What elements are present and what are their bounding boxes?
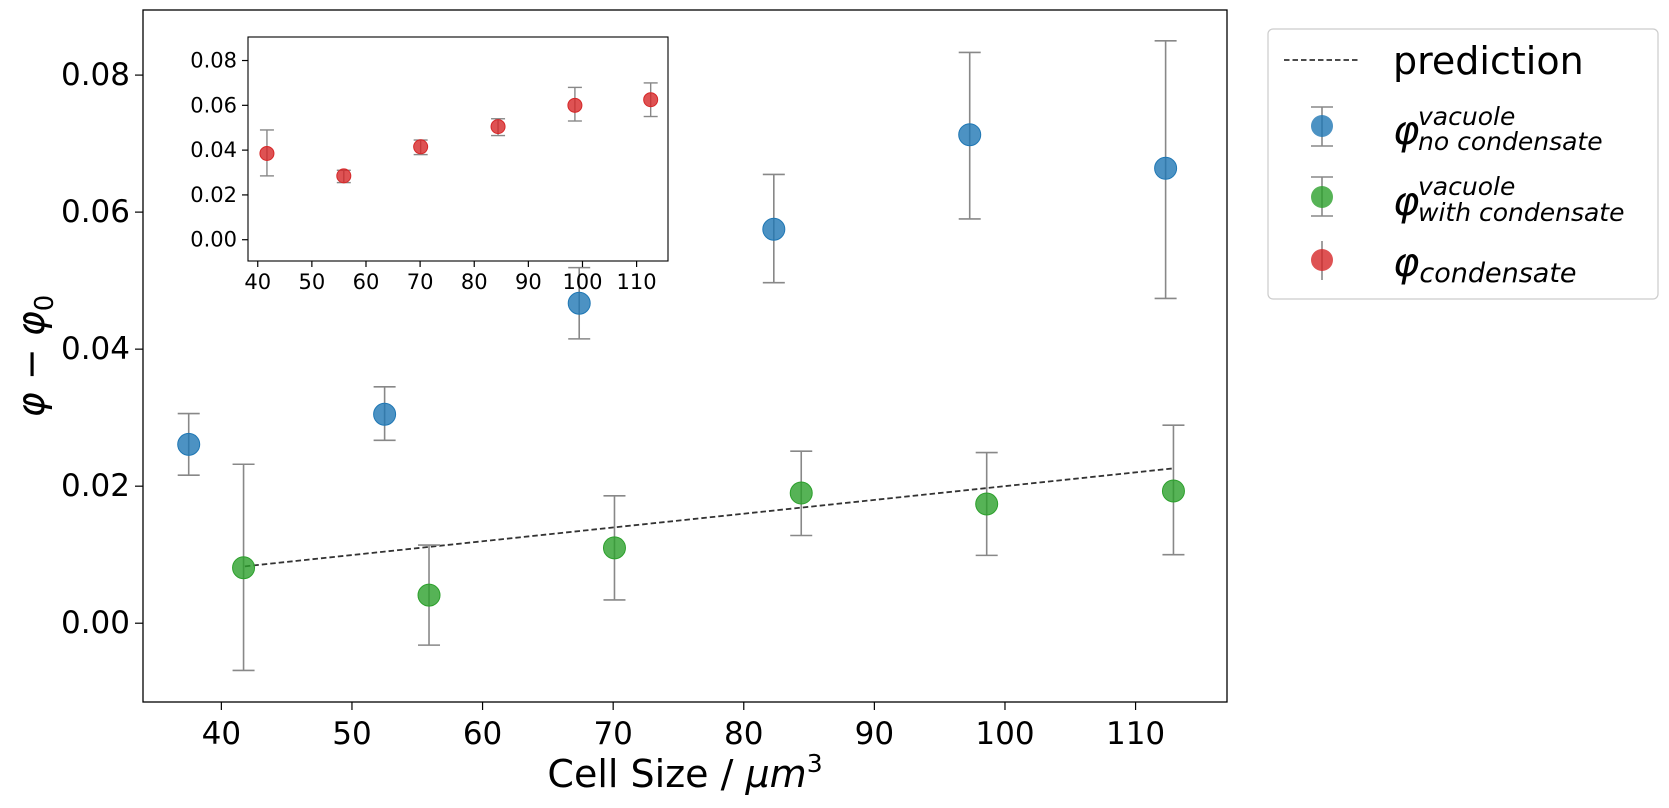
data-point bbox=[1161, 479, 1185, 503]
x-tick-label: 60 bbox=[353, 270, 380, 294]
x-tick-label: 90 bbox=[515, 270, 542, 294]
x-tick-label: 100 bbox=[975, 716, 1034, 752]
x-axis-label: Cell Size / μm3 bbox=[547, 749, 822, 796]
y-tick-label: 0.02 bbox=[61, 468, 130, 504]
x-tick-label: 110 bbox=[617, 270, 657, 294]
data-point bbox=[762, 217, 786, 241]
main-axis-ticks: 40 50 60 70 80 90 100 110 0.00 0.02 0.04 0.06 0.08 bbox=[61, 57, 1165, 752]
x-tick-label: 50 bbox=[332, 716, 371, 752]
legend-label-sup: vacuole bbox=[1418, 172, 1515, 201]
legend-item-no-condensate: φ vacuole no condensate bbox=[1311, 102, 1603, 156]
y-tick-label: 0.06 bbox=[61, 194, 130, 230]
y-tick-label: 0.00 bbox=[190, 228, 237, 252]
legend-label-condensate: φcondensate bbox=[1393, 240, 1577, 289]
data-point bbox=[373, 402, 397, 426]
x-tick-label: 70 bbox=[407, 270, 434, 294]
data-point bbox=[259, 145, 275, 161]
y-tick-label: 0.02 bbox=[190, 183, 237, 207]
data-point bbox=[643, 92, 659, 108]
y-tick-label: 0.08 bbox=[190, 49, 237, 73]
x-tick-label: 80 bbox=[724, 716, 763, 752]
data-point bbox=[177, 432, 201, 456]
legend-item-with-condensate: φ vacuole with condensate bbox=[1311, 172, 1625, 227]
legend-item-condensate: φcondensate bbox=[1311, 240, 1577, 289]
x-tick-label: 80 bbox=[461, 270, 488, 294]
legend-marker-blue bbox=[1311, 115, 1333, 137]
data-point bbox=[789, 481, 813, 505]
main-data-points bbox=[177, 40, 1185, 672]
y-tick-label: 0.00 bbox=[61, 605, 130, 641]
main-plot-frame bbox=[142, 9, 1228, 703]
data-point bbox=[417, 583, 441, 607]
prediction-line bbox=[244, 467, 1174, 568]
data-point bbox=[602, 536, 626, 560]
x-tick-label: 90 bbox=[855, 716, 894, 752]
y-tick-label: 0.06 bbox=[190, 93, 237, 117]
legend-label-sub: with condensate bbox=[1418, 198, 1625, 227]
inset-background bbox=[248, 37, 668, 261]
legend-marker-green bbox=[1311, 186, 1333, 208]
y-tick-label: 0.08 bbox=[61, 57, 130, 93]
y-axis-label: φ − φ0 bbox=[9, 295, 60, 418]
data-point bbox=[490, 119, 506, 135]
x-tick-label: 100 bbox=[562, 270, 602, 294]
legend-label-sub: no condensate bbox=[1418, 127, 1603, 156]
data-point bbox=[336, 168, 352, 184]
data-point bbox=[567, 291, 591, 315]
data-point bbox=[232, 556, 256, 580]
x-tick-label: 110 bbox=[1106, 716, 1165, 752]
x-tick-label: 40 bbox=[202, 716, 241, 752]
data-point bbox=[567, 97, 583, 113]
x-tick-label: 70 bbox=[593, 716, 632, 752]
legend-frame bbox=[1267, 28, 1659, 300]
inset-plot-frame bbox=[247, 36, 669, 262]
x-tick-label: 40 bbox=[244, 270, 271, 294]
x-tick-label: 50 bbox=[298, 270, 325, 294]
y-tick-label: 0.04 bbox=[190, 138, 237, 162]
prediction-line-group bbox=[244, 467, 1174, 568]
legend-label-sup: vacuole bbox=[1418, 102, 1515, 131]
data-point bbox=[413, 139, 429, 155]
legend-marker-red bbox=[1311, 249, 1333, 271]
legend-prediction-label: prediction bbox=[1393, 39, 1584, 83]
inset-axis-ticks: 40 50 60 70 80 90 100 110 0.00 0.02 0.04 0.06 0.08 bbox=[190, 49, 656, 294]
legend-label-with-condensate: φ bbox=[1393, 179, 1419, 225]
y-tick-label: 0.04 bbox=[61, 331, 130, 367]
data-point bbox=[958, 123, 982, 147]
inset-data-points bbox=[259, 82, 659, 184]
data-point bbox=[1154, 156, 1178, 180]
legend: prediction φ vacuole no condensate φ vac… bbox=[1267, 28, 1659, 300]
legend-label-no-condensate: φ bbox=[1393, 108, 1419, 154]
x-tick-label: 60 bbox=[463, 716, 502, 752]
data-point bbox=[975, 492, 999, 516]
